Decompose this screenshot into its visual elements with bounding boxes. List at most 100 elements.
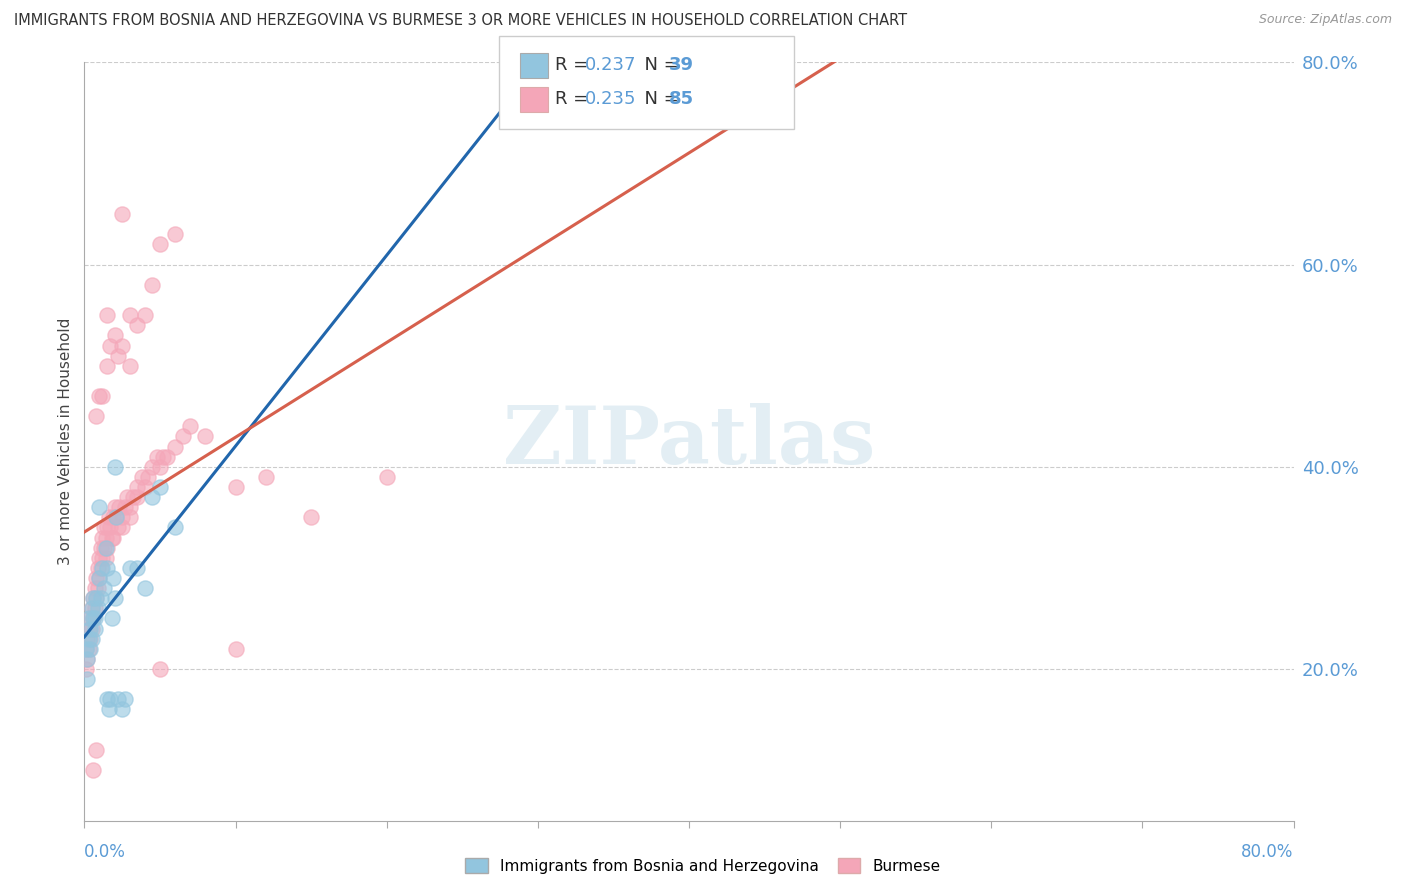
- Y-axis label: 3 or more Vehicles in Household: 3 or more Vehicles in Household: [58, 318, 73, 566]
- Point: [152, 450, 174, 464]
- Point: [90, 591, 112, 606]
- Point: [79, 622, 101, 636]
- Point: [98, 520, 121, 534]
- Point: [90, 541, 112, 555]
- Point: [89, 500, 111, 515]
- Point: [104, 500, 127, 515]
- Point: [90, 561, 112, 575]
- Point: [375, 470, 398, 484]
- Point: [149, 237, 172, 252]
- Point: [76, 652, 98, 666]
- Text: N =: N =: [633, 56, 685, 74]
- Point: [165, 227, 187, 242]
- Point: [80, 622, 103, 636]
- Point: [96, 520, 118, 534]
- Point: [82, 611, 104, 625]
- Point: [91, 531, 114, 545]
- Point: [75, 641, 97, 656]
- Point: [76, 652, 98, 666]
- Text: R =: R =: [555, 56, 595, 74]
- Point: [118, 510, 141, 524]
- Point: [82, 591, 104, 606]
- Point: [91, 550, 114, 565]
- Point: [96, 561, 118, 575]
- Point: [75, 641, 97, 656]
- Point: [299, 510, 322, 524]
- Point: [134, 581, 156, 595]
- Point: [100, 531, 122, 545]
- Point: [87, 561, 110, 575]
- Point: [91, 561, 114, 575]
- Point: [111, 338, 134, 352]
- Point: [96, 308, 118, 322]
- Point: [98, 692, 121, 706]
- Point: [94, 541, 117, 555]
- Point: [127, 561, 149, 575]
- Point: [127, 490, 149, 504]
- Point: [108, 500, 131, 515]
- Point: [104, 328, 127, 343]
- Point: [96, 541, 118, 555]
- Point: [96, 359, 118, 373]
- Point: [77, 622, 100, 636]
- Point: [89, 550, 111, 565]
- Point: [77, 632, 100, 646]
- Point: [96, 692, 118, 706]
- Point: [93, 581, 115, 595]
- Point: [111, 207, 134, 221]
- Point: [82, 763, 104, 777]
- Point: [97, 510, 120, 524]
- Point: [87, 581, 110, 595]
- Point: [134, 480, 156, 494]
- Point: [77, 641, 100, 656]
- Point: [79, 611, 101, 625]
- Point: [118, 561, 141, 575]
- Point: [141, 490, 163, 504]
- Point: [111, 702, 134, 716]
- Point: [136, 470, 159, 484]
- Text: 0.237: 0.237: [585, 56, 637, 74]
- Point: [94, 550, 117, 565]
- Point: [94, 531, 117, 545]
- Point: [156, 450, 179, 464]
- Point: [84, 611, 107, 625]
- Point: [127, 480, 149, 494]
- Point: [165, 440, 187, 454]
- Point: [105, 510, 128, 524]
- Point: [118, 500, 141, 515]
- Point: [121, 490, 143, 504]
- Point: [104, 591, 127, 606]
- Point: [194, 429, 217, 443]
- Point: [111, 510, 134, 524]
- Point: [107, 520, 129, 534]
- Point: [97, 702, 120, 716]
- Point: [127, 318, 149, 333]
- Point: [86, 591, 108, 606]
- Point: [76, 632, 98, 646]
- Point: [165, 520, 187, 534]
- Point: [104, 459, 127, 474]
- Point: [93, 520, 115, 534]
- Point: [86, 409, 108, 424]
- Point: [114, 692, 136, 706]
- Point: [179, 419, 201, 434]
- Point: [141, 277, 163, 292]
- Text: 39: 39: [669, 56, 695, 74]
- Point: [111, 520, 134, 534]
- Point: [225, 641, 247, 656]
- Point: [87, 601, 110, 615]
- Text: ZIPatlas: ZIPatlas: [503, 402, 875, 481]
- Point: [98, 338, 121, 352]
- Point: [79, 641, 101, 656]
- Point: [79, 632, 101, 646]
- Point: [89, 571, 111, 585]
- Point: [93, 541, 115, 555]
- Point: [118, 308, 141, 322]
- Text: R =: R =: [555, 90, 595, 108]
- Point: [84, 581, 107, 595]
- Point: [118, 359, 141, 373]
- Point: [107, 349, 129, 363]
- Text: IMMIGRANTS FROM BOSNIA AND HERZEGOVINA VS BURMESE 3 OR MORE VEHICLES IN HOUSEHOL: IMMIGRANTS FROM BOSNIA AND HERZEGOVINA V…: [14, 13, 907, 29]
- Point: [91, 389, 114, 403]
- Point: [80, 632, 103, 646]
